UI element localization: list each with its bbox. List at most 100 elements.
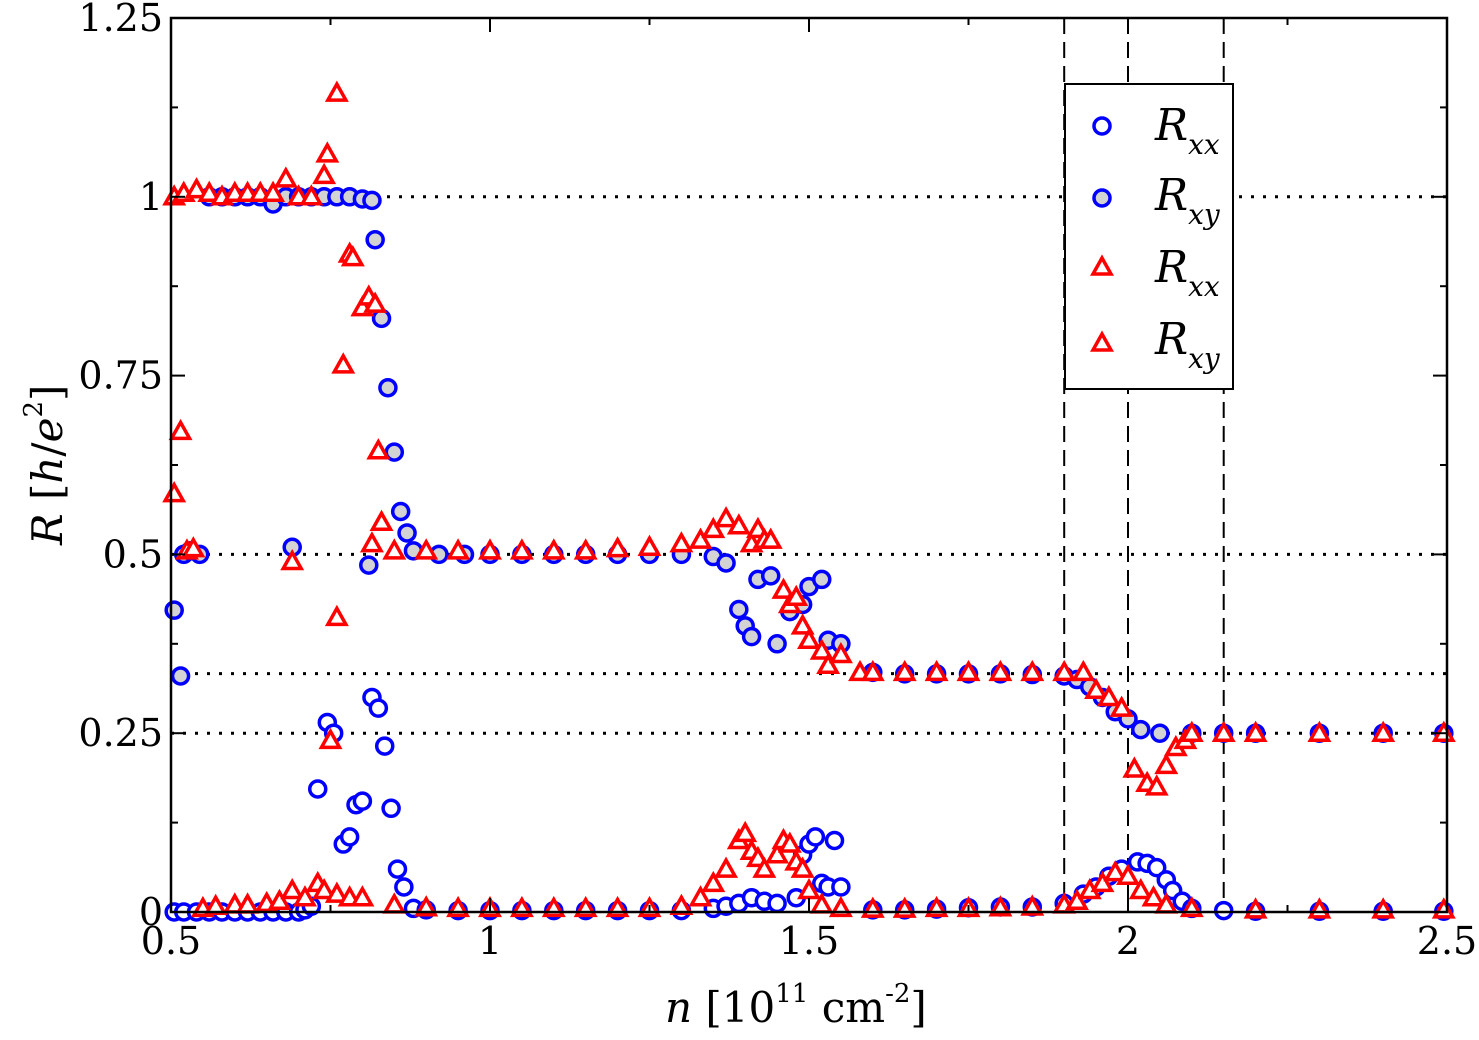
data-point-triangle	[292, 885, 317, 907]
data-point-circle	[760, 566, 781, 586]
data-point-triangle	[1084, 677, 1109, 700]
y-tick-label: 0.25	[78, 711, 163, 755]
data-point-triangle	[573, 538, 598, 560]
data-point-triangle	[1052, 659, 1077, 682]
data-point-triangle	[203, 893, 228, 916]
data-point-circle	[1131, 719, 1151, 740]
legend-entry-rxy-circle: Rxy	[1092, 170, 1221, 231]
data-point-triangle	[733, 820, 758, 843]
data-point-triangle	[280, 548, 305, 571]
legend-entry-rxy-triangle: Rxy	[1090, 314, 1221, 375]
data-point-circle	[805, 827, 826, 847]
reference-lines	[171, 18, 1447, 912]
data-point-triangle	[318, 727, 343, 750]
data-point-triangle	[860, 659, 885, 682]
data-point-triangle	[1109, 695, 1134, 717]
data-point-triangle	[797, 627, 821, 649]
data-point-triangle	[1179, 720, 1204, 742]
legend: Rxx Rxy Rxx Rxy	[1064, 83, 1234, 390]
data-point-triangle	[790, 613, 815, 635]
data-point-circle	[1150, 723, 1170, 743]
y-tick-label: 0.5	[103, 532, 163, 576]
data-point-triangle	[828, 641, 853, 664]
data-point-triangle	[1122, 756, 1147, 778]
data-point-triangle	[273, 166, 298, 188]
data-point-triangle	[809, 638, 834, 660]
axis-ticks: 0.5 1 1.5 2 2.5 0 0.25 0.5 0.75 1 1.25	[78, 0, 1477, 963]
x-tick-label: 2.5	[1417, 919, 1477, 963]
data-point-triangle	[299, 184, 324, 206]
x-tick-label: 2	[1116, 919, 1140, 963]
data-point-triangle	[350, 885, 375, 907]
data-point-triangle	[280, 877, 305, 900]
data-point-triangle	[312, 162, 337, 185]
data-point-triangle	[688, 527, 713, 549]
legend-entry-rxx-triangle: Rxx	[1090, 242, 1220, 303]
data-point-triangle	[816, 652, 841, 675]
data-point-circle	[831, 877, 851, 897]
data-point-triangle	[1371, 720, 1396, 742]
legend-label-sub: xy	[1188, 342, 1221, 375]
data-point-triangle	[669, 893, 694, 916]
data-point-triangle	[1090, 870, 1115, 893]
data-point-circle	[384, 442, 405, 462]
data-point-triangle	[765, 842, 790, 864]
data-point-triangle	[366, 438, 391, 460]
data-point-circle	[387, 859, 408, 879]
data-point-circle	[812, 569, 832, 590]
data-point-triangle	[340, 245, 365, 267]
data-point-circle	[362, 190, 382, 211]
data-point-circle	[824, 830, 845, 851]
data-point-triangle	[382, 538, 407, 560]
data-point-circle	[1213, 900, 1234, 921]
data-point-triangle	[714, 856, 739, 878]
y-tick-label: 1	[139, 175, 163, 219]
data-point-triangle	[988, 895, 1013, 917]
svg-text:Rxx: Rxx	[1154, 242, 1220, 303]
data-point-circle	[368, 698, 389, 718]
data-point-triangle	[197, 180, 222, 202]
data-point-triangle	[414, 538, 439, 560]
y-tick-label: 0	[139, 890, 163, 934]
data-point-triangle	[726, 513, 751, 535]
data-point-triangle	[1211, 720, 1236, 742]
legend-label-main: R	[1154, 170, 1188, 221]
data-point-circle	[381, 798, 401, 819]
data-point-circle	[390, 501, 411, 522]
x-tick-label: 1	[478, 919, 502, 963]
data-point-triangle	[382, 892, 407, 914]
data-point-triangle	[1431, 897, 1456, 919]
data-point-triangle	[777, 831, 802, 853]
data-point-triangle	[988, 659, 1013, 682]
data-point-triangle	[312, 877, 337, 900]
data-point-triangle	[446, 538, 471, 560]
x-axis-title: n [1011 cm-2]	[665, 963, 927, 1032]
data-point-triangle	[1020, 659, 1045, 682]
data-point-triangle	[267, 888, 292, 911]
data-point-triangle	[758, 527, 783, 549]
data-point-circle	[164, 600, 184, 620]
legend-marker-triangle	[1090, 330, 1114, 352]
data-point-triangle	[369, 509, 394, 531]
data-point-triangle	[1243, 720, 1268, 742]
data-point-triangle	[1128, 877, 1153, 900]
data-point-triangle	[363, 291, 388, 313]
legend-label-sub: xy	[1188, 198, 1221, 231]
legend-box	[1064, 83, 1234, 390]
data-point-triangle	[1243, 897, 1268, 919]
legend-label-sub: xx	[1188, 128, 1220, 161]
y-axis-title: R [h/e2]	[19, 385, 72, 546]
svg-text:Rxy: Rxy	[1154, 314, 1221, 375]
data-point-triangle	[1307, 720, 1332, 742]
data-point-triangle	[1154, 752, 1179, 775]
data-point-triangle	[892, 659, 917, 682]
data-point-triangle	[701, 870, 726, 893]
data-point-triangle	[771, 577, 796, 599]
data-point-triangle	[168, 418, 193, 441]
data-point-triangle	[1371, 897, 1396, 919]
data-point-triangle	[605, 536, 630, 558]
data-point-triangle	[541, 538, 566, 560]
y-tick-label: 0.75	[78, 354, 163, 398]
data-point-triangle	[324, 80, 349, 102]
data-point-triangle	[1144, 774, 1169, 796]
